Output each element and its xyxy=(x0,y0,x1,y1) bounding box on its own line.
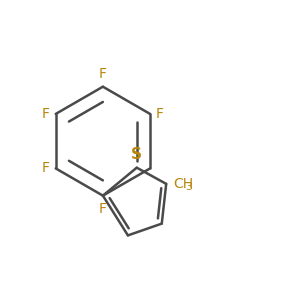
Text: F: F xyxy=(42,161,50,176)
Text: 3: 3 xyxy=(185,182,192,192)
Text: F: F xyxy=(42,107,50,121)
Text: F: F xyxy=(99,67,107,81)
Text: F: F xyxy=(156,107,164,121)
Text: F: F xyxy=(99,202,107,215)
Text: S: S xyxy=(131,147,142,162)
Text: CH: CH xyxy=(174,177,194,191)
